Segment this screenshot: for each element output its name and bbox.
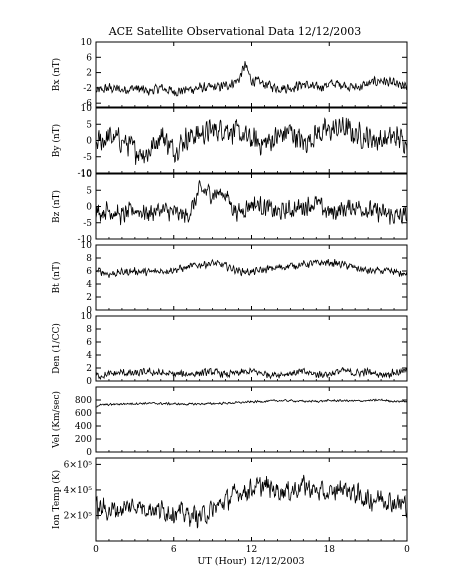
y-tick-label: 0 (86, 203, 92, 213)
y-tick-label: 5 (86, 120, 92, 130)
y-tick-label: 400 (75, 422, 92, 432)
y-tick-label: 10 (81, 38, 93, 48)
y-tick-label: -5 (83, 219, 92, 229)
series-line (95, 179, 408, 226)
y-tick-label: -6 (83, 99, 92, 109)
y-tick-label: 2 (86, 293, 92, 303)
y-tick-label: 600 (75, 409, 92, 419)
figure-title: ACE Satellite Observational Data 12/12/2… (108, 25, 362, 38)
y-tick-label: 2×10⁵ (64, 511, 93, 521)
series-line (95, 258, 408, 278)
y-tick-label: 4 (86, 351, 92, 361)
series-line (95, 398, 408, 408)
y-tick-label: 6 (86, 338, 92, 348)
panel: 10 8 6 4 2 0 Bt (nT) (51, 241, 408, 316)
x-tick-label: 0 (93, 545, 99, 555)
y-axis-title: By (nT) (51, 124, 62, 157)
series-line (95, 116, 408, 165)
y-tick-label: 10 (81, 104, 93, 114)
y-tick-label: -2 (83, 84, 92, 94)
panels: 10 6 2 -2 -6 Bx (nT) 10 5 0 -5 -10 By (nT) 10 5 0 -5 -10… (51, 38, 408, 542)
x-tick-label: 0 (404, 545, 410, 555)
y-tick-label: 0 (86, 137, 92, 147)
y-tick-label: 0 (86, 377, 92, 387)
panel: 10 8 6 4 2 0 Den (1/CC) (51, 312, 408, 387)
panel-frame (95, 386, 408, 453)
y-axis-title: Bx (nT) (51, 58, 62, 91)
y-tick-label: -5 (83, 153, 92, 163)
y-tick-label: 8 (86, 325, 92, 335)
y-tick-label: 8 (86, 254, 92, 264)
y-tick-label: 800 (75, 396, 92, 406)
x-tick-label: 12 (246, 545, 257, 555)
y-tick-label: 200 (75, 435, 92, 445)
y-tick-label: -10 (78, 235, 93, 245)
x-axis: 0 6 12 18 0 (93, 545, 410, 555)
y-tick-label: 5 (86, 186, 92, 196)
panel-frame (95, 457, 408, 542)
panel: 10 6 2 -2 -6 Bx (nT) (51, 38, 408, 109)
panel: 10 5 0 -5 -10 By (nT) (51, 104, 408, 179)
y-axis-title: Bz (nT) (51, 190, 62, 223)
panel: 800 600 400 200 0 Vel (Km/sec) (51, 386, 408, 458)
panel-frame (95, 244, 408, 311)
y-tick-label: 0 (86, 448, 92, 458)
series-line (95, 474, 408, 529)
y-axis-title: Ion Temp (K) (51, 470, 62, 529)
y-tick-label: 2 (86, 364, 92, 374)
x-tick-label: 6 (171, 545, 177, 555)
panel-frame (95, 41, 408, 108)
y-tick-label: -10 (78, 169, 93, 179)
y-axis-title: Bt (nT) (51, 262, 62, 294)
y-axis-title: Den (1/CC) (51, 323, 62, 374)
x-axis-label: UT (Hour) 12/12/2003 (197, 556, 304, 566)
y-tick-label: 10 (81, 170, 93, 180)
y-tick-label: 6×10⁵ (64, 460, 93, 470)
y-tick-label: 0 (86, 306, 92, 316)
y-tick-label: 4 (86, 280, 92, 290)
y-tick-label: 6 (86, 53, 92, 63)
panel: 10 5 0 -5 -10 Bz (nT) (51, 170, 408, 245)
series-line (95, 366, 408, 381)
y-tick-label: 6 (86, 267, 92, 277)
y-axis-title: Vel (Km/sec) (51, 391, 62, 449)
x-tick-label: 18 (324, 545, 336, 555)
y-tick-label: 10 (81, 312, 93, 322)
y-tick-label: 2 (86, 69, 92, 79)
series-line (95, 61, 408, 97)
y-tick-label: 10 (81, 241, 93, 251)
y-tick-label: 4×10⁵ (64, 486, 93, 496)
